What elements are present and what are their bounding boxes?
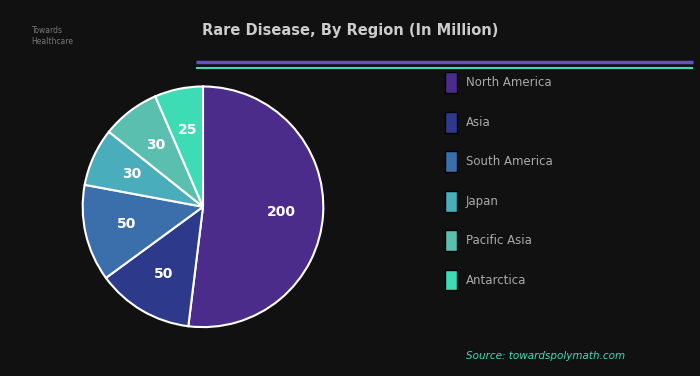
Text: Towards
Healthcare: Towards Healthcare xyxy=(32,26,74,46)
Wedge shape xyxy=(83,185,203,278)
Wedge shape xyxy=(106,207,203,326)
Text: South America: South America xyxy=(466,155,552,168)
Text: Antarctica: Antarctica xyxy=(466,274,526,287)
Text: Source: towardspolymath.com: Source: towardspolymath.com xyxy=(466,351,626,361)
Text: 50: 50 xyxy=(154,267,173,281)
Text: Pacific Asia: Pacific Asia xyxy=(466,234,531,247)
Text: North America: North America xyxy=(466,76,551,89)
Text: 30: 30 xyxy=(146,138,165,152)
Text: 30: 30 xyxy=(122,167,141,181)
Wedge shape xyxy=(188,86,323,327)
Wedge shape xyxy=(109,96,203,207)
Text: 200: 200 xyxy=(267,205,295,218)
Text: Japan: Japan xyxy=(466,195,498,208)
Wedge shape xyxy=(155,86,203,207)
Text: Rare Disease, By Region (In Million): Rare Disease, By Region (In Million) xyxy=(202,23,498,38)
Text: 50: 50 xyxy=(117,217,136,231)
Text: Asia: Asia xyxy=(466,116,490,129)
Text: 25: 25 xyxy=(177,123,197,137)
Wedge shape xyxy=(85,132,203,207)
